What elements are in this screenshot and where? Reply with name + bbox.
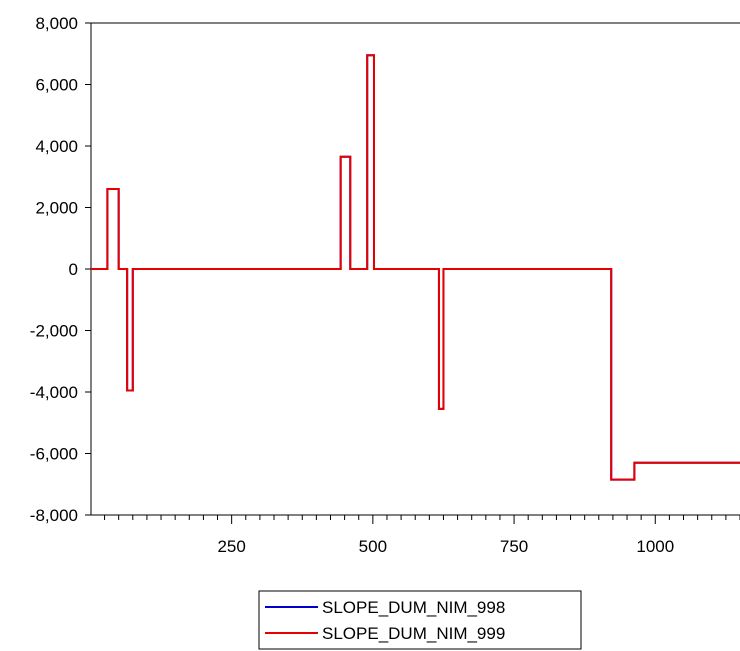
y-tick-label: 4,000 <box>35 137 78 156</box>
x-tick-label: 1000 <box>636 537 674 556</box>
y-tick-label: -8,000 <box>30 506 78 525</box>
legend-label-1: SLOPE_DUM_NIM_998 <box>322 598 505 617</box>
y-tick-label: 8,000 <box>35 14 78 33</box>
legend-label-2: SLOPE_DUM_NIM_999 <box>322 624 505 643</box>
x-tick-label: 500 <box>359 537 387 556</box>
x-axis: 250 500 750 1000 <box>104 515 740 556</box>
y-tick-label: 6,000 <box>35 76 78 95</box>
legend-box <box>258 590 582 650</box>
x-tick-label: 250 <box>217 537 245 556</box>
y-tick-label: 2,000 <box>35 199 78 218</box>
legend: SLOPE_DUM_NIM_998 SLOPE_DUM_NIM_999 <box>258 590 582 650</box>
y-tick-label: -2,000 <box>30 322 78 341</box>
x-tick-label: 750 <box>500 537 528 556</box>
series-line-2 <box>91 54 740 481</box>
series-layer <box>91 54 740 481</box>
y-tick-label: -4,000 <box>30 383 78 402</box>
y-tick-label: -6,000 <box>30 445 78 464</box>
y-axis: 8,000 6,000 4,000 2,000 0 -2,000 -4,000 -6,000 -… <box>30 14 91 525</box>
y-tick-label: 0 <box>69 260 78 279</box>
